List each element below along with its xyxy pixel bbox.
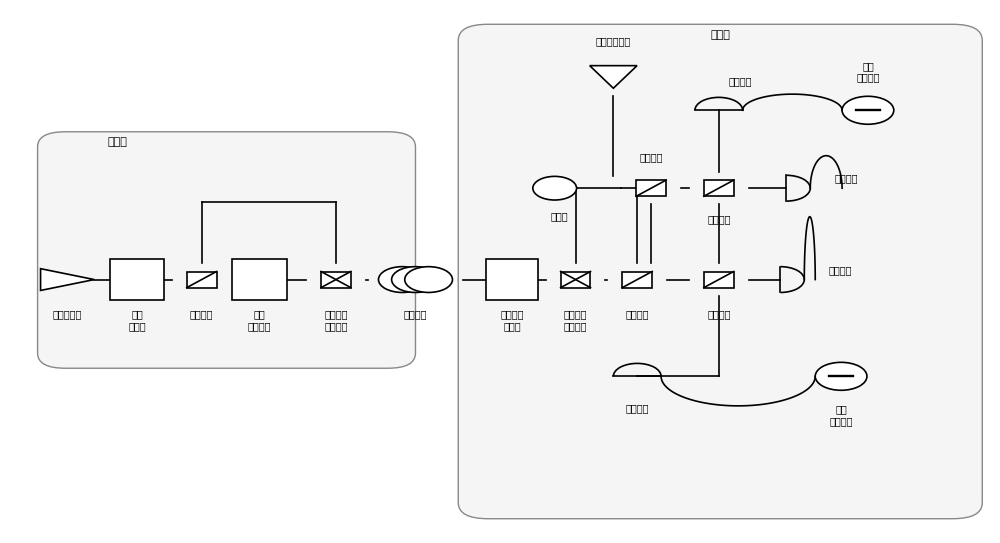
Bar bbox=[704, 272, 734, 288]
Text: 动态偶振
控制器: 动态偶振 控制器 bbox=[500, 309, 524, 331]
Circle shape bbox=[405, 267, 452, 293]
Text: 探测器二: 探测器二 bbox=[625, 403, 649, 413]
Circle shape bbox=[815, 362, 867, 390]
Text: 从激光发射器: 从激光发射器 bbox=[596, 36, 631, 46]
Bar bbox=[622, 272, 652, 288]
Text: 探测器一: 探测器一 bbox=[828, 265, 852, 275]
Text: 接收端: 接收端 bbox=[710, 30, 730, 40]
FancyBboxPatch shape bbox=[38, 132, 415, 368]
Text: 分束器三: 分束器三 bbox=[639, 153, 663, 162]
Text: 分束器二: 分束器二 bbox=[625, 309, 649, 319]
FancyBboxPatch shape bbox=[458, 24, 982, 519]
Circle shape bbox=[378, 267, 426, 293]
Bar bbox=[486, 260, 538, 300]
Polygon shape bbox=[590, 66, 637, 88]
Text: 分束器一: 分束器一 bbox=[190, 309, 213, 319]
Text: 分束器四: 分束器四 bbox=[707, 309, 731, 319]
Circle shape bbox=[392, 267, 439, 293]
Bar bbox=[561, 272, 590, 288]
Text: 强度
调制器: 强度 调制器 bbox=[128, 309, 146, 331]
Text: 探测器三: 探测器三 bbox=[834, 174, 858, 184]
Circle shape bbox=[842, 96, 894, 124]
Text: 差分
放大器一: 差分 放大器一 bbox=[829, 404, 853, 426]
Text: 保偶偶振
分束器二: 保偶偶振 分束器二 bbox=[564, 309, 587, 331]
Text: 相位
调制器一: 相位 调制器一 bbox=[248, 309, 271, 331]
Bar bbox=[321, 272, 351, 288]
Bar bbox=[187, 272, 217, 288]
Text: 连续激光器: 连续激光器 bbox=[53, 309, 82, 319]
Bar bbox=[704, 180, 734, 196]
Bar bbox=[232, 260, 287, 300]
Text: 差分
放大器二: 差分 放大器二 bbox=[856, 61, 880, 83]
Text: 发送端: 发送端 bbox=[107, 137, 127, 147]
Text: 单模光纤: 单模光纤 bbox=[404, 309, 427, 319]
Polygon shape bbox=[41, 269, 94, 291]
Text: 分束器五: 分束器五 bbox=[707, 214, 731, 224]
Text: 环形器: 环形器 bbox=[551, 211, 568, 221]
Text: 保偶偶振
分束器一: 保偶偶振 分束器一 bbox=[324, 309, 348, 331]
Text: 探测器四: 探测器四 bbox=[729, 76, 752, 86]
Bar bbox=[636, 180, 666, 196]
Bar bbox=[110, 260, 164, 300]
Circle shape bbox=[533, 176, 577, 200]
